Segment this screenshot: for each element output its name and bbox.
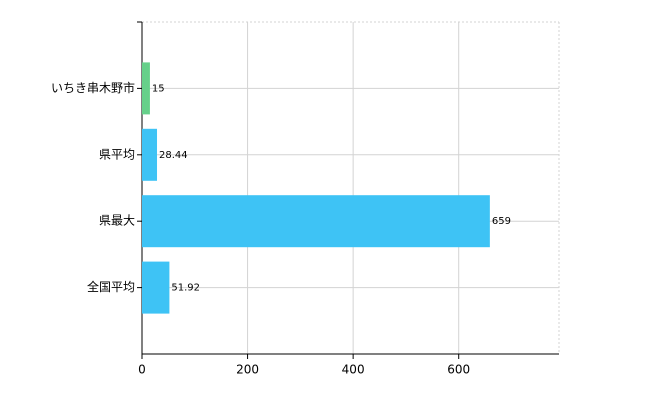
y-tick-label: いちき串木野市 [51, 80, 135, 95]
bar [142, 261, 170, 314]
y-tick-label: 県平均 [99, 147, 135, 161]
value-label: 659 [492, 216, 511, 227]
x-tick-label: 400 [342, 363, 365, 377]
x-tick-label: 0 [138, 363, 146, 377]
bar [142, 62, 150, 115]
x-tick-label: 200 [236, 363, 259, 377]
value-label: 15 [152, 83, 165, 94]
bar [142, 128, 158, 181]
bar [142, 195, 490, 248]
x-tick-label: 600 [447, 363, 470, 377]
value-label: 28.44 [159, 150, 188, 161]
y-tick-label: 県最大 [99, 214, 135, 228]
value-label: 51.92 [171, 283, 200, 294]
y-tick-label: 全国平均 [87, 279, 135, 294]
